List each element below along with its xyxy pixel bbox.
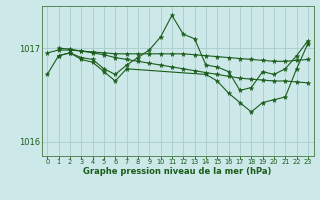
X-axis label: Graphe pression niveau de la mer (hPa): Graphe pression niveau de la mer (hPa) <box>84 167 272 176</box>
